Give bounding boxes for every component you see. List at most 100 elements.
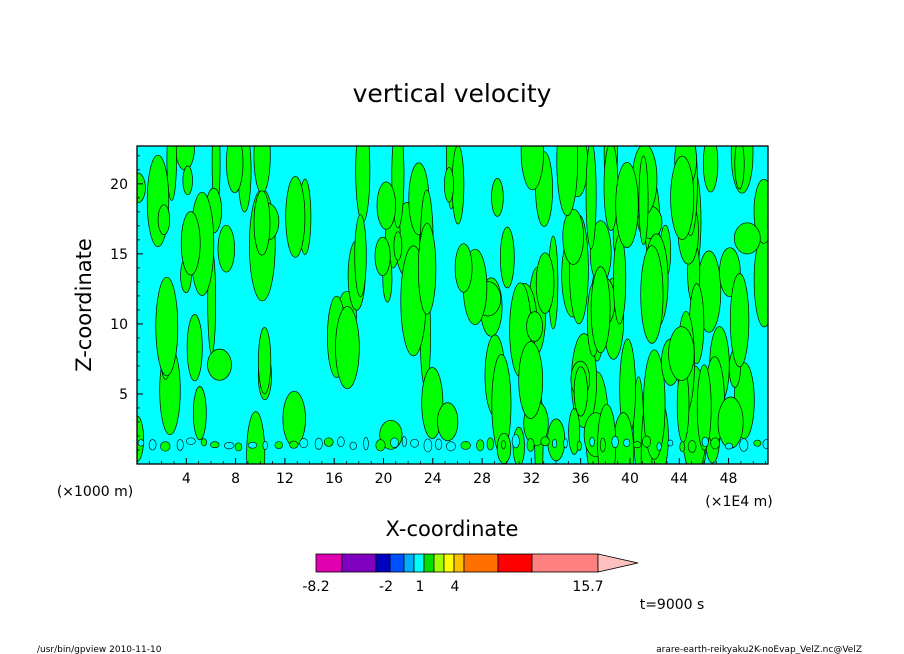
velocity-cell (638, 155, 649, 246)
velocity-cell (234, 442, 243, 452)
velocity-cell (314, 437, 323, 450)
velocity-cell (374, 236, 391, 277)
velocity-cell (210, 441, 220, 449)
color-bar-segment (531, 553, 599, 573)
velocity-cell (253, 146, 271, 194)
velocity-cell (710, 437, 720, 450)
velocity-cell (656, 442, 662, 451)
velocity-cell (417, 222, 437, 315)
velocity-cell (590, 266, 611, 354)
velocity-cell (155, 276, 179, 377)
x-unit-right: (×1E4 m) (705, 494, 772, 510)
velocity-cell (274, 441, 283, 449)
velocity-cell (573, 366, 588, 417)
velocity-cell (376, 181, 396, 230)
x-tick-label: 36 (572, 471, 590, 487)
velocity-cell (734, 146, 745, 190)
velocity-cell (540, 436, 550, 447)
velocity-cell (437, 402, 459, 442)
velocity-cell (337, 436, 345, 448)
color-bar-segment (433, 553, 445, 573)
velocity-cell (460, 441, 471, 450)
velocity-cell (375, 439, 386, 452)
velocity-cell (200, 438, 207, 447)
velocity-cell (520, 146, 545, 191)
footer-left: /usr/bin/gpview 2010-11-10 (37, 645, 162, 654)
velocity-cell (176, 439, 184, 451)
color-bar-segment (443, 553, 455, 573)
color-bar-label: 4 (451, 579, 460, 595)
velocity-cell (562, 208, 584, 265)
plot-frame (136, 145, 769, 465)
velocity-cell (226, 146, 244, 194)
velocity-cell (668, 326, 695, 381)
color-bar-label: 1 (416, 579, 425, 595)
velocity-cell (501, 440, 506, 450)
velocity-cell (354, 214, 367, 297)
chart-title: vertical velocity (353, 79, 552, 108)
velocity-cell (599, 437, 606, 453)
velocity-cell (679, 441, 686, 453)
velocity-cell (401, 436, 407, 447)
velocity-cell (160, 441, 171, 452)
velocity-cell (349, 441, 357, 451)
x-tick-label: 44 (670, 471, 688, 487)
velocity-cell (613, 234, 627, 325)
color-bar: -8.2 -2 1 4 15.7 (302, 553, 639, 595)
velocity-cell (355, 146, 371, 223)
x-tick-label: 48 (720, 471, 738, 487)
velocity-cell (253, 190, 271, 256)
velocity-cell (289, 440, 299, 449)
velocity-cell (182, 165, 193, 196)
velocity-cell (576, 440, 582, 452)
velocity-cell (640, 245, 664, 344)
color-bar-segment (423, 553, 435, 573)
velocity-cell (643, 349, 666, 460)
color-bar-segment (403, 553, 415, 573)
velocity-cell (454, 243, 473, 293)
x-tick-label: 16 (325, 471, 343, 487)
velocity-cell (262, 440, 268, 450)
x-unit-left: (×1000 m) (57, 484, 133, 500)
velocity-cell (148, 439, 157, 451)
velocity-cell (166, 146, 177, 201)
velocity-cell (258, 327, 272, 395)
time-label: t=9000 s (640, 597, 705, 613)
velocity-cell (217, 224, 235, 273)
velocity-cell (552, 438, 558, 448)
x-axis-label: X-coordinate (386, 517, 519, 541)
velocity-cell (568, 408, 581, 455)
velocity-cell (180, 211, 201, 276)
velocity-cell (186, 314, 203, 382)
velocity-cell (299, 438, 309, 449)
velocity-cell (444, 167, 454, 203)
velocity-cell (137, 172, 146, 204)
velocity-cell (585, 146, 597, 250)
velocity-cell (518, 341, 544, 419)
x-tick-label: 20 (375, 471, 393, 487)
color-bar-segment (453, 553, 465, 573)
y-tick-label: 5 (119, 387, 128, 403)
color-bar-segment (497, 553, 533, 573)
x-tick-label: 28 (473, 471, 491, 487)
velocity-cell (642, 435, 652, 448)
y-tick-label: 15 (110, 247, 128, 263)
velocity-cell (285, 176, 306, 258)
velocity-cell (335, 306, 360, 390)
velocity-cell (717, 396, 744, 449)
velocity-cell (762, 439, 768, 449)
x-tick-label: 40 (621, 471, 639, 487)
color-bar-segment (315, 553, 343, 573)
x-tick-label: 4 (182, 471, 191, 487)
color-bar-segment (341, 553, 377, 573)
velocity-cell (246, 411, 266, 464)
x-axis: 4 8 12 16 20 24 28 32 36 40 44 48 (148, 458, 766, 487)
velocity-cell (192, 386, 207, 441)
velocity-cell (526, 311, 543, 342)
velocity-cell (207, 348, 232, 381)
y-axis-label: Z-coordinate (72, 238, 96, 372)
velocity-cell (696, 364, 712, 451)
velocity-cell (282, 390, 306, 447)
color-bar-segment (389, 553, 405, 573)
